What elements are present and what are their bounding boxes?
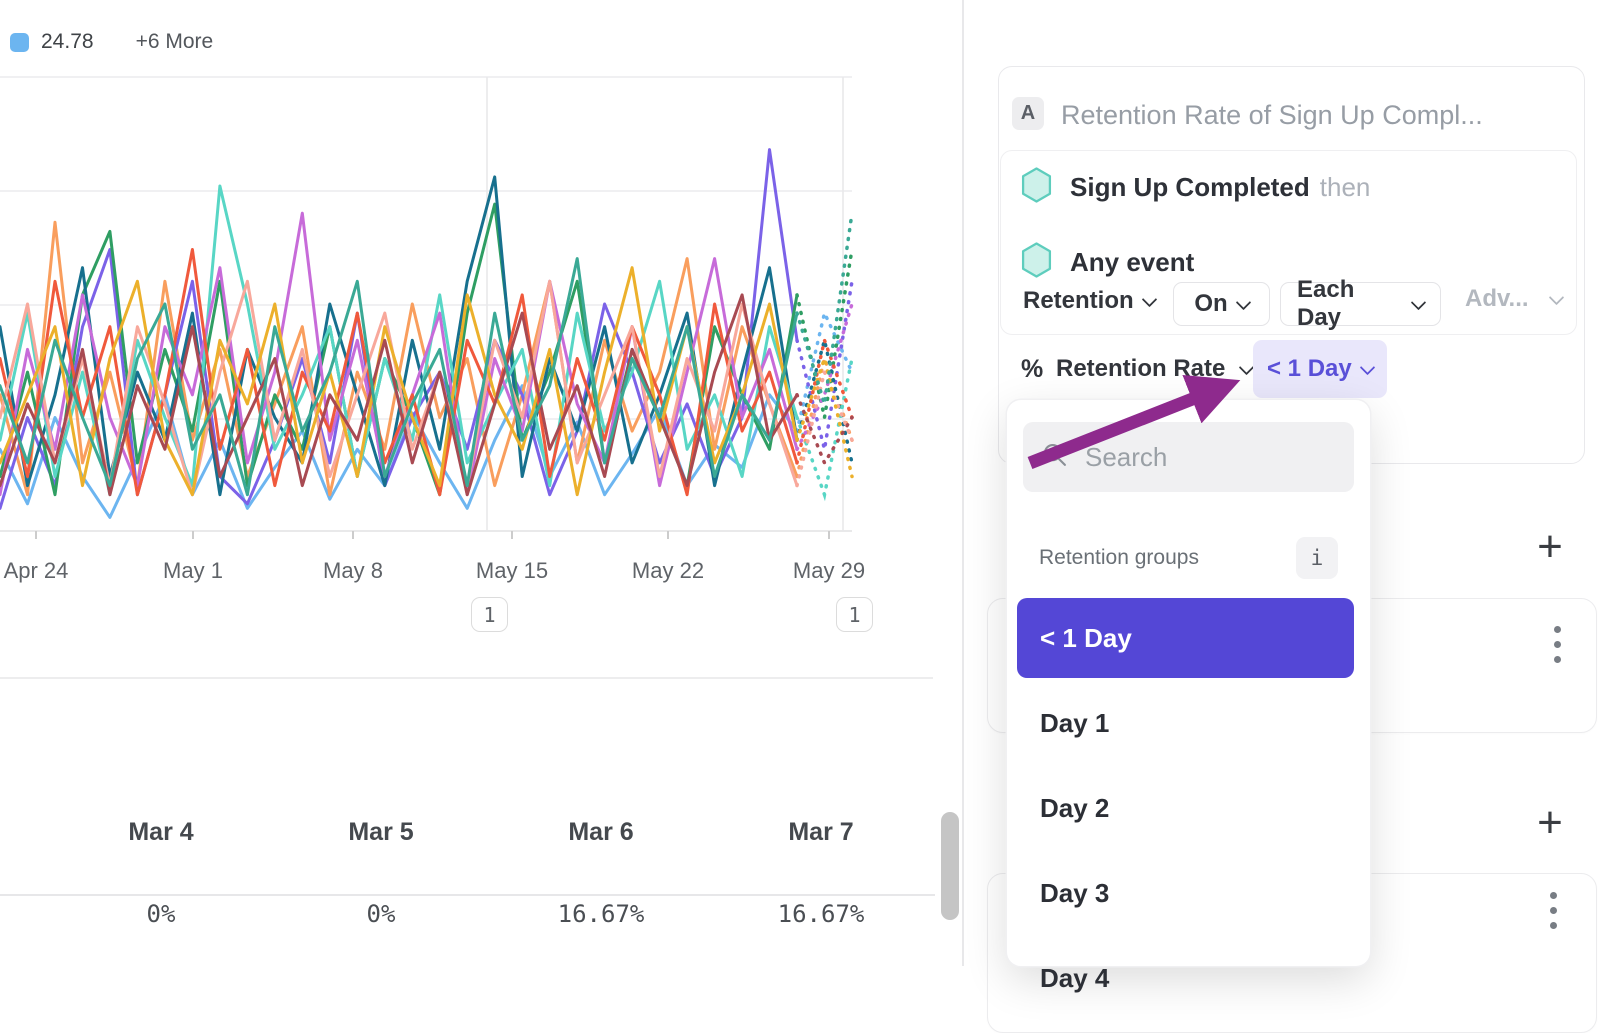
event-row-signup[interactable]: Sign Up Completed then: [1020, 166, 1370, 209]
table-value-cell: 16.67%: [557, 900, 645, 928]
table-header-cell: Mar 6: [568, 818, 634, 846]
table-value-cell: 0%: [146, 900, 176, 928]
legend-more-button[interactable]: +6 More: [135, 30, 214, 53]
x-axis-label: May 8: [323, 558, 383, 583]
menu-item-list: < 1 Day Day 1 Day 2 Day 3 Day 4: [1017, 598, 1354, 1018]
search-icon: [1041, 441, 1069, 474]
x-axis-label: May 29: [792, 558, 866, 583]
chevron-down-icon: [1410, 294, 1427, 310]
metric-label: Retention Rate: [1056, 355, 1226, 382]
chart-legend: 24.78 +6 More: [10, 30, 213, 54]
retention-mode-label: Retention: [1023, 287, 1134, 314]
x-axis-label: May 1: [163, 558, 223, 583]
legend-swatch[interactable]: [10, 32, 29, 52]
retention-line-chart[interactable]: [0, 0, 905, 560]
event-name: Sign Up Completed: [1070, 172, 1310, 202]
menu-item-1-day[interactable]: < 1 Day: [1017, 598, 1354, 678]
menu-item-day-4[interactable]: Day 4: [1040, 962, 1110, 993]
retention-group-menu: [1007, 400, 1370, 966]
each-day-label: Each Day: [1297, 276, 1355, 331]
event-name: Any event: [1070, 247, 1195, 277]
table-header-cell: Mar 5: [348, 818, 414, 846]
table-header-cell: Mar 4: [128, 818, 194, 846]
retention-bucket-dropdown[interactable]: < 1 Day: [1253, 340, 1387, 398]
table-header-cell: Mar 7: [788, 818, 854, 846]
query-label-badge: A: [1012, 97, 1044, 130]
x-axis-label: May 22: [631, 558, 705, 583]
query-title[interactable]: Retention Rate of Sign Up Compl...: [1061, 100, 1483, 130]
bucket-label: < 1 Day: [1267, 355, 1352, 382]
table-value-cell: 0%: [366, 900, 396, 928]
advanced-label: Adv...: [1465, 285, 1529, 312]
event-then-label: then: [1319, 172, 1371, 202]
table-divider: [0, 894, 935, 896]
chart-page-badge-2[interactable]: 1: [836, 597, 873, 632]
metric-dropdown[interactable]: Retention Rate: [1056, 355, 1255, 383]
more-options-kebab-2[interactable]: [1542, 892, 1564, 929]
hexagon-event-icon: [1020, 241, 1053, 284]
hexagon-event-icon: [1020, 166, 1053, 209]
chart-page-badge-1[interactable]: 1: [471, 597, 508, 632]
each-day-dropdown[interactable]: Each Day: [1280, 276, 1441, 331]
on-dropdown[interactable]: On: [1173, 282, 1270, 326]
menu-item-day-2[interactable]: Day 2: [1040, 792, 1110, 823]
menu-search-box[interactable]: [1023, 422, 1354, 492]
menu-item-day-1[interactable]: Day 1: [1040, 707, 1110, 738]
panel-divider: [962, 0, 964, 966]
chevron-down-icon: [1548, 289, 1564, 305]
on-label: On: [1194, 290, 1228, 317]
search-input[interactable]: [1083, 440, 1327, 474]
chevron-down-icon: [1359, 359, 1376, 375]
add-card-button-1[interactable]: +: [1537, 522, 1563, 571]
chevron-down-icon: [1141, 291, 1157, 307]
legend-value[interactable]: 24.78: [41, 30, 94, 53]
section-divider: [0, 677, 933, 679]
more-options-kebab-1[interactable]: [1546, 626, 1568, 663]
event-row-any-event[interactable]: Any event: [1020, 241, 1194, 284]
table-value-cell: 16.67%: [777, 900, 865, 928]
chevron-down-icon: [1235, 294, 1251, 310]
add-card-button-2[interactable]: +: [1537, 798, 1563, 847]
retention-mode-dropdown[interactable]: Retention: [1023, 287, 1157, 315]
x-axis-label: May 15: [475, 558, 549, 583]
info-icon[interactable]: i: [1296, 537, 1338, 579]
vertical-scrollbar-thumb[interactable]: [941, 812, 959, 920]
retention-groups-label: Retention groups: [1039, 546, 1199, 569]
menu-item-day-3[interactable]: Day 3: [1040, 877, 1110, 908]
advanced-dropdown[interactable]: Adv...: [1465, 285, 1564, 313]
x-axis-label: Apr 24: [3, 558, 69, 583]
table-header-row: Mar 4 Mar 5 Mar 6 Mar 7: [51, 818, 933, 847]
percent-icon: %: [1021, 355, 1044, 383]
table-value-row: 0% 0% 16.67% 16.67%: [51, 900, 933, 928]
